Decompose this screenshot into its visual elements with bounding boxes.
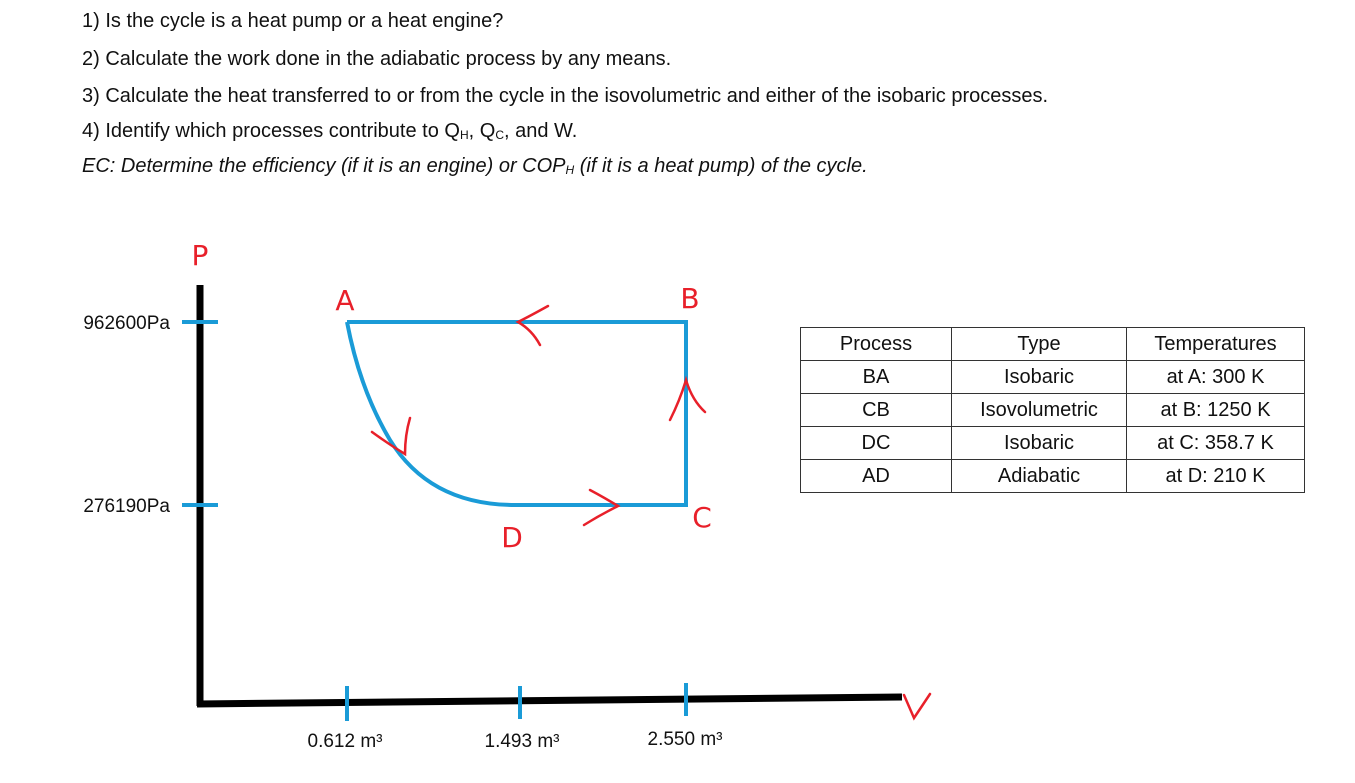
table-cell: CB — [800, 393, 952, 427]
header-cell: Type — [951, 327, 1127, 361]
table-row: DC Isobaric at C: 358.7 K — [800, 426, 1305, 460]
table-cell: at A: 300 K — [1126, 360, 1305, 394]
table-cell: AD — [800, 459, 952, 493]
point-label: D — [501, 521, 523, 554]
header-cell: Process — [800, 327, 952, 361]
point-label: C — [692, 501, 712, 534]
table-row: CB Isovolumetric at B: 1250 K — [800, 393, 1305, 427]
text: 4) Identify which processes contribute t… — [82, 120, 460, 142]
text: EC: Determine the efficiency (if it is a… — [82, 155, 566, 177]
arrow — [515, 304, 550, 347]
table-cell: DC — [800, 426, 952, 460]
extra-credit: EC: Determine the efficiency (if it is a… — [82, 155, 868, 178]
table-cell: at C: 358.7 K — [1126, 426, 1305, 460]
y-tick-label: 962600Pa — [83, 313, 170, 334]
x-tick-label: 2.550 m³ — [648, 729, 723, 750]
question: 3) Calculate the heat transferred to or … — [82, 85, 1049, 107]
text: , Q — [468, 120, 496, 142]
point-label: B — [680, 282, 699, 315]
arrow — [668, 375, 707, 422]
text: (if it is a heat pump) of the cycle. — [574, 155, 868, 177]
process-table: Process Type Temperatures BA Isobaric at A… — [800, 327, 1305, 493]
table-cell: at D: 210 K — [1126, 459, 1305, 493]
arrow — [582, 488, 621, 527]
table-row: BA Isobaric at A: 300 K — [800, 360, 1305, 394]
table-cell: Isovolumetric — [951, 393, 1127, 427]
cycle — [345, 320, 688, 507]
table-cell: at B: 1250 K — [1126, 393, 1305, 427]
question: 4) Identify which processes contribute t… — [82, 120, 577, 143]
table-cell: Adiabatic — [951, 459, 1127, 493]
table-cell: Isobaric — [951, 360, 1127, 394]
table-cell: BA — [800, 360, 952, 394]
subscript: H — [459, 128, 469, 142]
subscript: H — [565, 163, 575, 177]
axis-label: P — [192, 239, 209, 272]
arrow — [902, 692, 932, 721]
question: 2) Calculate the work done in the adiaba… — [82, 48, 672, 70]
x-tick-label: 0.612 m³ — [308, 731, 383, 752]
y-tick-label: 276190Pa — [83, 496, 170, 517]
subscript: C — [495, 128, 504, 142]
table-row: AD Adiabatic at D: 210 K — [800, 459, 1305, 493]
x-axis — [196, 693, 903, 708]
question: 1) Is the cycle is a heat pump or a heat… — [82, 10, 504, 32]
header-row: Process Type Temperatures — [800, 327, 1305, 361]
x-tick-label: 1.493 m³ — [485, 731, 560, 752]
header-cell: Temperatures — [1126, 327, 1305, 361]
arrow — [370, 416, 412, 457]
text: , and W. — [503, 120, 578, 142]
point-label: A — [335, 284, 354, 317]
table-cell: Isobaric — [951, 426, 1127, 460]
